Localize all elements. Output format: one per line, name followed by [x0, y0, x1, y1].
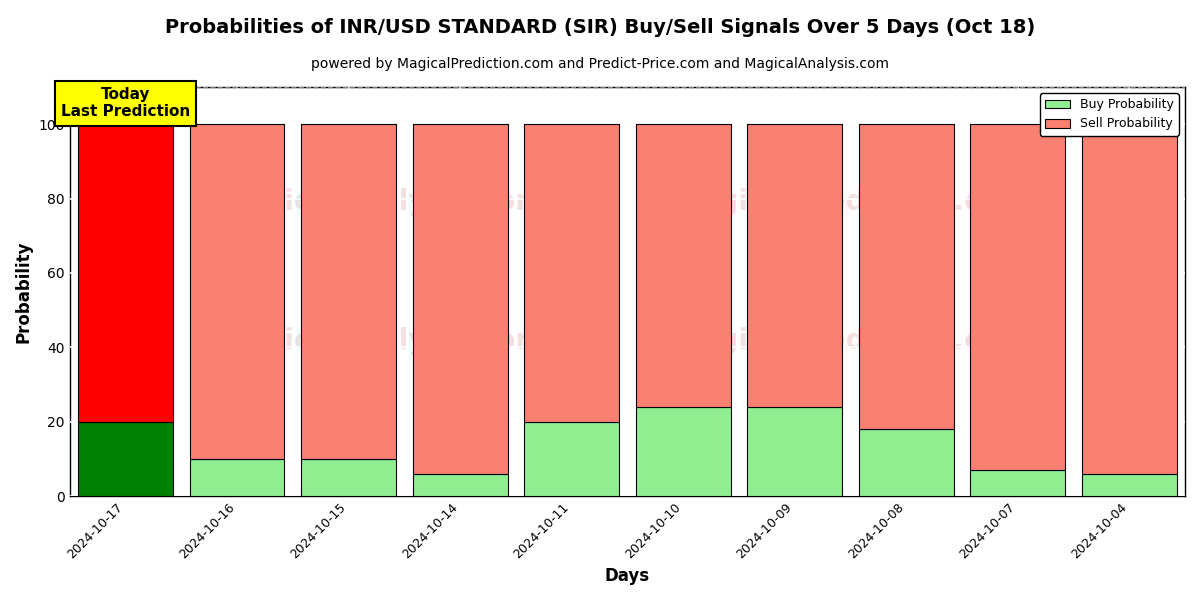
Bar [1082, 474, 1177, 496]
Bar [636, 407, 731, 496]
Text: MagicalPrediction.com: MagicalPrediction.com [672, 188, 1028, 215]
Bar [748, 407, 842, 496]
Bar [748, 124, 842, 407]
Text: Today
Last Prediction: Today Last Prediction [61, 87, 190, 119]
Bar [78, 124, 173, 422]
Bar [524, 422, 619, 496]
Bar [971, 470, 1066, 496]
Bar [1082, 124, 1177, 474]
Legend: Buy Probability, Sell Probability: Buy Probability, Sell Probability [1040, 93, 1178, 136]
Text: MagicalAnalysis.com: MagicalAnalysis.com [218, 326, 545, 355]
Text: MagicalPrediction.com: MagicalPrediction.com [672, 326, 1028, 355]
Text: powered by MagicalPrediction.com and Predict-Price.com and MagicalAnalysis.com: powered by MagicalPrediction.com and Pre… [311, 57, 889, 71]
Bar [301, 124, 396, 459]
Bar [301, 459, 396, 496]
Text: MagicalAnalysis.com: MagicalAnalysis.com [218, 188, 545, 215]
Y-axis label: Probability: Probability [14, 241, 34, 343]
Bar [636, 124, 731, 407]
Text: Probabilities of INR/USD STANDARD (SIR) Buy/Sell Signals Over 5 Days (Oct 18): Probabilities of INR/USD STANDARD (SIR) … [164, 18, 1036, 37]
Bar [190, 124, 284, 459]
Bar [859, 429, 954, 496]
Bar [524, 124, 619, 422]
Bar [78, 422, 173, 496]
Bar [971, 124, 1066, 470]
Bar [859, 124, 954, 429]
Bar [413, 474, 508, 496]
Bar [413, 124, 508, 474]
Bar [190, 459, 284, 496]
X-axis label: Days: Days [605, 567, 650, 585]
